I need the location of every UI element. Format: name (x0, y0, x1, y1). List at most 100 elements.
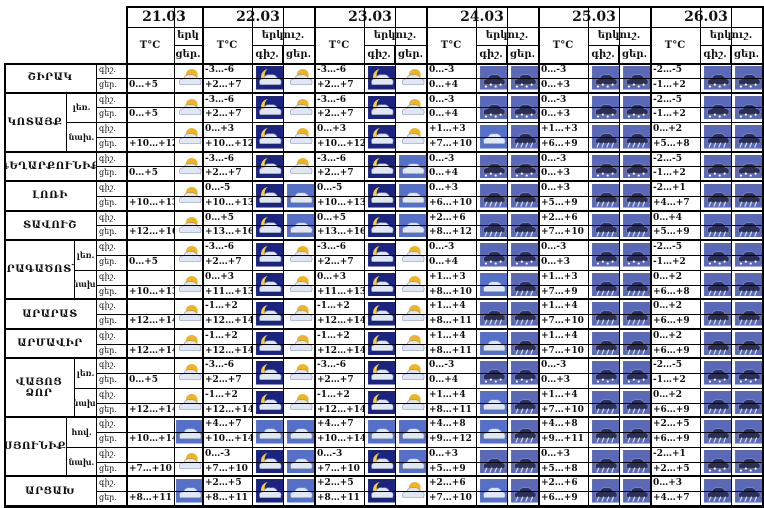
header-border (126, 6, 764, 8)
row-divider (96, 195, 764, 197)
night-temp: +2…+6 (541, 212, 578, 223)
day-temp: +5…+8 (653, 138, 690, 149)
night-temp: +1…+3 (541, 124, 578, 135)
night-temp: -3…-6 (317, 360, 346, 371)
region-name: ԱՐՄԱՎԻՐ (17, 338, 83, 350)
day-temp: +8…+11 (429, 316, 472, 327)
night-temp: 0…+3 (653, 478, 683, 489)
day-temp: +10…+13 (129, 197, 174, 208)
zone-label: լեռ. (66, 92, 96, 123)
night-label: գիշ. (99, 212, 116, 222)
night-label: գիշ. (99, 65, 116, 74)
day-temp: +2…+7 (317, 109, 354, 120)
day-temp: +13…+16 (205, 227, 252, 238)
day-label: ցեր. (99, 138, 117, 148)
day-temp: 0…+4 (429, 256, 459, 267)
day-temp: +7…+10 (541, 404, 584, 415)
night-label: գիշ. (99, 448, 116, 458)
night-temp: 0…-3 (541, 94, 567, 105)
moon-cloud-icon (367, 272, 396, 297)
day-label: ցեր. (99, 375, 117, 385)
day-temp: 0…+4 (429, 79, 459, 90)
sun-cloud-icon (398, 272, 427, 297)
night-temp: +2…+6 (429, 212, 466, 223)
night-label: գիշ. (99, 478, 116, 488)
date-header: 22.03 (202, 6, 314, 28)
day-temp: -1…+2 (653, 79, 686, 90)
night-temp: +1…+4 (429, 389, 466, 400)
day-temp: +2…+7 (317, 79, 354, 90)
day-temp: +9…+11 (541, 434, 584, 445)
night-temp: -3…-6 (205, 242, 234, 253)
day-temp: 0…+3 (541, 375, 571, 386)
region-name: ՍՅՈՒՆԻՔ (4, 441, 66, 453)
day-temp: +2…+7 (205, 256, 242, 267)
rain-icon (510, 272, 539, 297)
zone-label: նախ. (74, 387, 96, 418)
night-temp: -3…-6 (317, 94, 346, 105)
day-temp: 0…+4 (429, 375, 459, 386)
night-temp: -2…-5 (653, 242, 682, 253)
night-label: գիշ. (364, 46, 395, 63)
night-temp: -3…-6 (205, 94, 234, 105)
region-name: ԱՐՑԱԽ (25, 485, 75, 497)
day-temp: +7…+10 (541, 227, 584, 238)
region-divider (4, 180, 764, 183)
day-temp: -1…+2 (653, 256, 686, 267)
night-temp: 0…-3 (317, 448, 343, 459)
night-temp: 0…-5 (205, 183, 231, 194)
night-temp: -2…-5 (653, 153, 682, 164)
sun-cloud-icon (286, 272, 315, 297)
day-temp: +7…+10 (205, 463, 248, 474)
day-temp: +5…+9 (429, 463, 466, 474)
night-temp: -2…-5 (653, 65, 682, 75)
night-temp: -1…+2 (205, 389, 238, 400)
sun-cloud-icon (176, 390, 204, 415)
day-temp: +4…+7 (653, 197, 690, 208)
day-temp: +9…+12 (429, 434, 472, 445)
day-label: ցեր. (99, 345, 117, 355)
day-label: ցեր. (99, 256, 117, 266)
row-divider (96, 432, 764, 434)
day-temp: 0…+4 (429, 109, 459, 120)
day-label: ցեր. (99, 316, 117, 326)
zone-label: նախ. (66, 122, 96, 152)
region-name: ՏԱՎՈՒՇ (23, 219, 77, 231)
day-temp: +6…+9 (653, 316, 690, 327)
day-temp: +5…+9 (541, 197, 578, 208)
night-temp: -1…+2 (205, 330, 238, 341)
day-label: ցեր. (509, 49, 536, 60)
date-header: 24.03 (426, 6, 538, 28)
temp-column-header: T°C (552, 40, 574, 51)
day-label: ցեր. (99, 434, 117, 444)
day-temp: +10…+13 (317, 197, 364, 208)
day-label: ցեր. (733, 49, 760, 60)
night-label: գիշ. (99, 153, 116, 163)
row-divider (96, 254, 764, 256)
night-temp: 0…+2 (653, 301, 683, 312)
region-divider (4, 357, 764, 360)
row-divider (96, 402, 764, 404)
day-temp: 0…+4 (429, 168, 459, 179)
day-label: ցեր. (285, 49, 312, 60)
night-temp: -3…-6 (317, 65, 346, 75)
night-temp: 0…+3 (205, 124, 235, 135)
grid-line (126, 6, 128, 508)
temp-column-header: T°C (440, 40, 462, 51)
day-temp: 0…+3 (541, 79, 571, 90)
night-label: գիշ. (99, 419, 116, 429)
day-temp: +6…+9 (653, 345, 690, 356)
region-divider (4, 239, 764, 242)
day-temp: +12…+14 (317, 345, 364, 356)
day-temp: +10…+14 (317, 434, 364, 445)
night-temp: +1…+3 (429, 124, 466, 135)
night-temp: 0…-3 (541, 242, 567, 253)
night-temp: -1…+2 (317, 301, 350, 312)
region-name: ԱՐԱՐԱՏ (22, 308, 78, 320)
row-divider (96, 314, 764, 316)
night-temp: +2…+5 (653, 419, 690, 430)
day-temp: +8…+11 (429, 404, 472, 415)
night-temp: +1…+3 (429, 271, 466, 282)
day-temp: +8…+12 (429, 227, 472, 238)
day-temp: +12…+14 (205, 404, 252, 415)
